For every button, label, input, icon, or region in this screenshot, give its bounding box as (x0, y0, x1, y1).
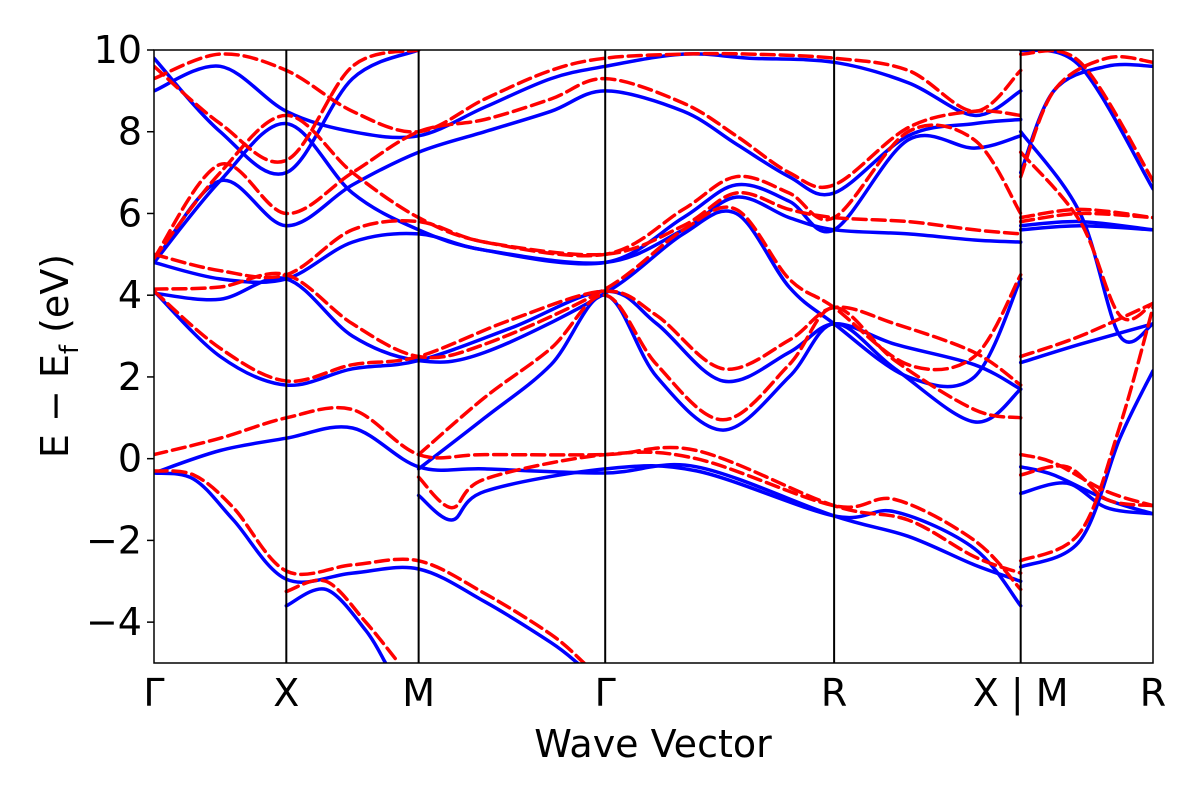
band-line-solid (154, 425, 1023, 584)
x-tick-label: R (821, 671, 847, 715)
y-tick-label: 0 (118, 437, 142, 481)
band-line-solid (284, 587, 388, 663)
y-tick-label: 10 (94, 28, 142, 72)
band-line-solid (154, 195, 1023, 285)
band-line-solid (416, 293, 1023, 471)
y-tick-label: −4 (86, 600, 142, 644)
band-line-dashed (154, 205, 1023, 372)
y-axis-ticks: −4 −2 0 2 4 6 8 10 (86, 28, 154, 644)
y-axis-title-unit: (eV) (33, 254, 77, 345)
band-line-dashed (154, 469, 586, 663)
y-tick-label: 2 (118, 355, 142, 399)
band-line-dashed (284, 578, 401, 663)
x-tick-label: M (402, 671, 435, 715)
y-tick-label: 6 (118, 191, 142, 235)
band-line-dashed (1018, 452, 1153, 508)
band-line-dashed (154, 51, 1023, 134)
band-line-dashed (154, 113, 1023, 261)
x-tick-label: R (1140, 671, 1166, 715)
band-line-solid (154, 471, 580, 663)
band-line-solid (154, 121, 1023, 266)
band-line-dashed (154, 405, 1023, 575)
band-line-dashed (1018, 207, 1153, 220)
band-line-dashed (1018, 464, 1153, 508)
y-tick-label: 8 (118, 110, 142, 154)
x-tick-label: Γ (143, 671, 164, 715)
band-line-dashed (1018, 305, 1153, 563)
band-line-solid (1018, 322, 1153, 365)
x-tick-label: Γ (595, 671, 616, 715)
y-tick-label: 4 (118, 273, 142, 317)
band-line-dashed (1018, 301, 1153, 359)
x-tick-label: X | M (973, 671, 1069, 716)
y-axis-title-main: E − E (33, 354, 77, 458)
band-line-solid (416, 463, 1023, 608)
kpoint-lines-group (285, 50, 1022, 663)
y-axis-title-sub: f (55, 344, 85, 354)
plot-frame (153, 49, 1154, 664)
band-line-solid (1018, 369, 1153, 569)
band-line-dashed (154, 289, 1023, 387)
band-line-dashed (1018, 50, 1153, 183)
band-line-solid (154, 209, 1023, 389)
band-line-solid (1018, 465, 1153, 516)
x-axis-ticks: Γ X M Γ R X | M R (143, 671, 1166, 716)
band-line-dashed (416, 293, 1023, 457)
band-line-solid (1018, 219, 1153, 232)
y-axis-title: E − Ef (eV) (33, 254, 85, 458)
band-line-dashed (416, 450, 1023, 592)
y-tick-label: −2 (86, 518, 142, 562)
band-line-solid (1018, 481, 1153, 516)
band-line-dashed (1018, 150, 1153, 322)
bands-group (154, 50, 1153, 663)
x-axis-title: Wave Vector (534, 722, 772, 766)
x-tick-label: X (273, 671, 299, 715)
band-line-dashed (1018, 54, 1153, 179)
band-line-dashed (154, 50, 421, 164)
